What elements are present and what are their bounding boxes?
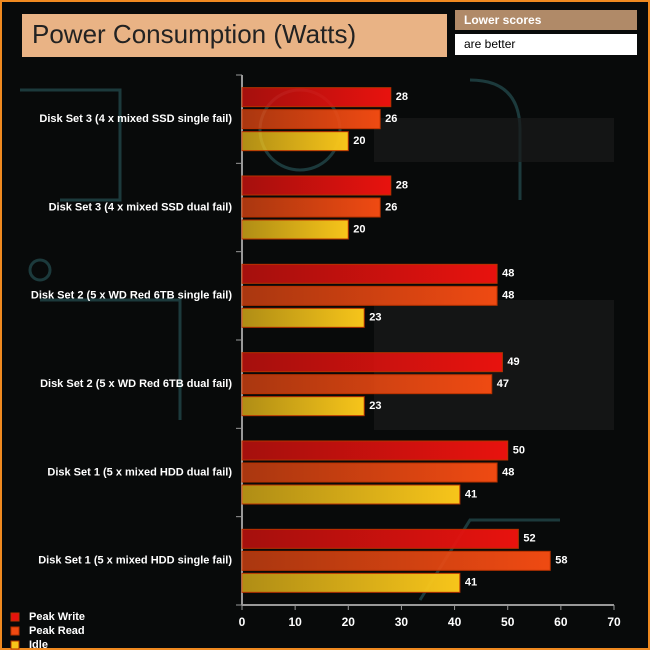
category-label: Disk Set 3 (4 x mixed SSD dual fail) [49, 201, 233, 213]
title-box [22, 14, 447, 57]
x-tick-label: 10 [288, 615, 302, 629]
value-label: 28 [396, 179, 408, 191]
value-label: 28 [396, 91, 408, 103]
value-label: 26 [385, 201, 397, 213]
x-tick-label: 30 [395, 615, 409, 629]
legend-label: Peak Read [29, 625, 85, 637]
bar [241, 572, 461, 593]
value-label: 48 [502, 290, 514, 302]
bar [241, 263, 498, 284]
bar [241, 197, 381, 218]
value-label: 49 [507, 356, 519, 368]
x-tick-label: 0 [239, 615, 246, 629]
category-label: Disk Set 1 (5 x mixed HDD single fail) [38, 555, 232, 567]
value-label: 20 [353, 135, 365, 147]
legend-swatch [10, 612, 20, 622]
value-label: 41 [465, 577, 477, 589]
legend-swatch [10, 626, 20, 636]
bar [241, 219, 349, 240]
bar [241, 550, 551, 571]
note: Lower scores [464, 13, 542, 27]
note-box [455, 34, 637, 55]
note: are better [464, 37, 515, 51]
note-box [455, 10, 637, 30]
category-label: Disk Set 3 (4 x mixed SSD single fail) [39, 113, 232, 125]
value-label: 48 [502, 466, 514, 478]
bar [241, 87, 392, 108]
value-label: 47 [497, 378, 509, 390]
value-label: 52 [523, 533, 535, 545]
category-label: Disk Set 1 (5 x mixed HDD dual fail) [47, 466, 232, 478]
value-label: 48 [502, 268, 514, 280]
bar [241, 484, 461, 505]
legend-swatch [10, 640, 20, 650]
legend-label: Peak Write [29, 611, 85, 623]
x-tick-label: 20 [342, 615, 356, 629]
bar [241, 462, 498, 483]
bar [241, 374, 493, 395]
bar [241, 352, 503, 373]
category-label: Disk Set 2 (5 x WD Red 6TB single fail) [31, 290, 232, 302]
value-label: 23 [369, 312, 381, 324]
panel [374, 118, 614, 162]
category-label: Disk Set 2 (5 x WD Red 6TB dual fail) [40, 378, 232, 390]
bar [241, 131, 349, 152]
value-label: 23 [369, 400, 381, 412]
bar [241, 528, 519, 549]
legend-label: Idle [29, 639, 48, 650]
value-label: 50 [513, 444, 525, 456]
bar [241, 396, 365, 417]
x-tick-label: 40 [448, 615, 462, 629]
value-label: 41 [465, 488, 477, 500]
chart-title: Power Consumption (Watts) [32, 19, 356, 49]
bar [241, 175, 392, 196]
x-tick-label: 60 [554, 615, 568, 629]
bar [241, 440, 509, 461]
bar [241, 109, 381, 130]
bar [241, 285, 498, 306]
value-label: 58 [555, 555, 567, 567]
value-label: 20 [353, 223, 365, 235]
value-label: 26 [385, 113, 397, 125]
x-tick-label: 70 [607, 615, 621, 629]
bar [241, 307, 365, 328]
x-tick-label: 50 [501, 615, 515, 629]
